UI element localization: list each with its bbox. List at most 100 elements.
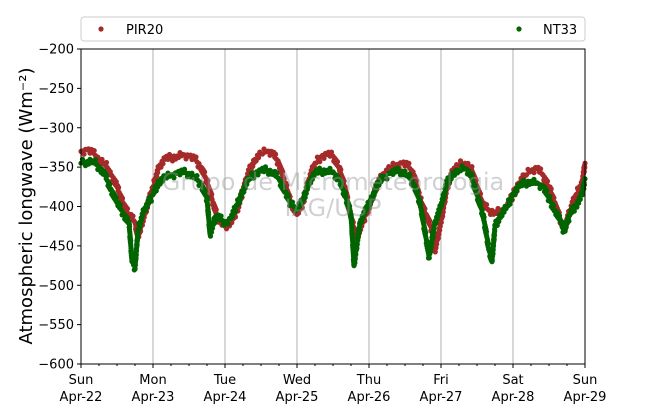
data-point <box>436 231 442 237</box>
data-point <box>431 230 437 236</box>
data-point <box>208 229 215 235</box>
data-point <box>432 249 438 255</box>
data-point <box>154 173 160 180</box>
x-tick-day: Fri <box>433 373 449 388</box>
data-point <box>213 207 219 213</box>
x-tick-day: Thu <box>356 373 381 388</box>
data-point <box>134 238 140 244</box>
data-point <box>490 243 497 249</box>
data-point <box>442 192 448 198</box>
data-point <box>430 234 436 240</box>
data-point <box>547 193 553 200</box>
data-point <box>138 221 144 227</box>
data-point <box>427 218 433 224</box>
data-point <box>431 226 437 232</box>
data-point <box>352 256 358 262</box>
data-point <box>205 178 211 184</box>
data-point <box>440 213 446 219</box>
data-point <box>204 197 210 203</box>
data-point <box>556 213 563 219</box>
x-tick-date: Apr-29 <box>564 390 607 405</box>
data-point <box>418 201 424 207</box>
data-point <box>435 235 441 241</box>
data-point <box>485 241 492 247</box>
x-tick-day: Sat <box>502 373 523 388</box>
data-point <box>281 184 287 190</box>
x-axis: Sun Apr-22 Mon Apr-23 Tue Apr-24 Wed Apr-25 Thu A… <box>60 364 607 405</box>
data-point <box>130 213 136 219</box>
x-tick-date: Apr-27 <box>420 390 463 405</box>
data-point <box>255 172 261 178</box>
data-point <box>544 188 550 194</box>
x-tick-date: Apr-22 <box>60 390 103 405</box>
data-point <box>407 171 413 177</box>
data-point <box>209 191 215 197</box>
data-point <box>285 193 291 199</box>
data-point <box>133 252 139 258</box>
legend: PIR20 NT33 <box>80 16 586 42</box>
data-point <box>538 166 544 172</box>
data-point <box>354 241 360 247</box>
data-point <box>491 236 497 243</box>
data-point <box>128 238 134 244</box>
data-point <box>317 159 323 165</box>
data-point <box>544 178 551 184</box>
data-point <box>353 251 359 258</box>
legend-label-nt33: NT33 <box>543 23 577 38</box>
x-tick-day: Wed <box>283 373 311 388</box>
data-point <box>406 160 412 166</box>
data-point <box>356 227 362 233</box>
data-point <box>428 244 434 251</box>
data-point <box>443 184 449 190</box>
data-point <box>490 247 496 253</box>
watermark-line-2: IAG/USP <box>284 194 381 222</box>
data-point <box>402 168 408 174</box>
data-point <box>116 184 122 191</box>
data-point <box>490 251 496 257</box>
data-point <box>491 232 498 238</box>
data-point <box>414 188 421 194</box>
watermark-line-1: Grupo de Micrometeorologia <box>162 168 504 196</box>
data-point <box>117 202 123 208</box>
data-point <box>202 188 208 194</box>
data-point <box>273 151 279 157</box>
data-point <box>577 196 583 202</box>
data-point <box>81 151 87 157</box>
data-point <box>124 206 131 212</box>
data-point <box>484 202 490 208</box>
data-point <box>135 234 141 240</box>
data-point <box>99 156 105 162</box>
data-point <box>189 170 195 176</box>
data-point <box>104 173 110 179</box>
data-point <box>194 173 200 179</box>
x-tick-date: Apr-24 <box>204 390 247 405</box>
data-point <box>550 203 557 209</box>
y-tick-label: −400 <box>38 200 74 215</box>
data-point <box>212 220 218 226</box>
data-point <box>119 195 126 201</box>
x-tick-day: Tue <box>213 373 236 388</box>
x-tick-day: Sun <box>69 373 94 388</box>
x-tick-date: Apr-23 <box>132 390 175 405</box>
data-point <box>581 182 588 188</box>
data-point <box>514 188 520 194</box>
data-point <box>448 176 454 182</box>
data-point <box>132 266 138 272</box>
data-point <box>206 211 212 217</box>
watermark: Grupo de Micrometeorologia IAG/USP <box>162 168 504 222</box>
data-point <box>134 242 140 248</box>
y-tick-label: −600 <box>38 358 74 373</box>
y-tick-label: −300 <box>38 121 74 136</box>
data-point <box>469 173 475 179</box>
data-point <box>233 208 239 215</box>
data-point <box>366 204 372 210</box>
data-point <box>562 228 568 234</box>
data-point <box>469 164 475 170</box>
data-point <box>137 225 143 231</box>
data-point <box>328 149 335 155</box>
data-point <box>207 233 214 239</box>
data-point <box>356 231 362 237</box>
data-point <box>327 165 333 171</box>
data-point <box>355 237 361 243</box>
data-point <box>209 225 216 231</box>
